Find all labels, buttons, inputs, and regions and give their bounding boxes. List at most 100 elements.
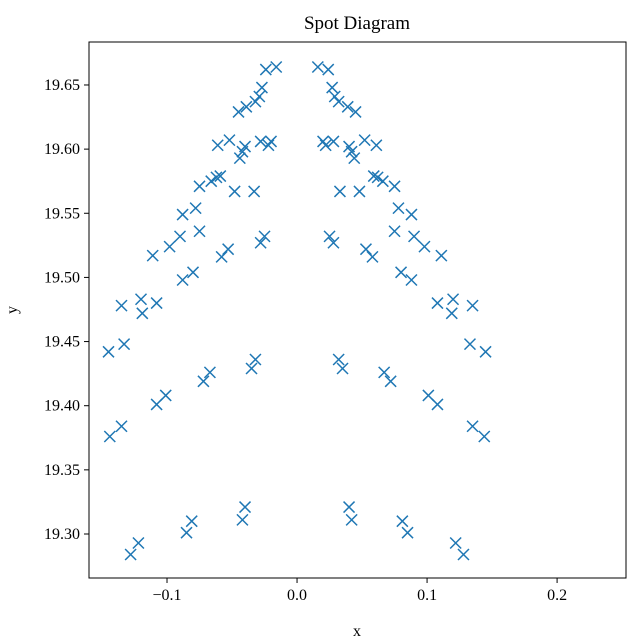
marker	[136, 307, 149, 320]
marker	[205, 175, 218, 188]
marker	[327, 236, 340, 249]
marker	[238, 501, 252, 514]
y-tick-label: 19.60	[44, 141, 80, 158]
marker	[463, 338, 477, 351]
marker	[418, 240, 431, 253]
marker	[222, 243, 235, 256]
marker	[134, 293, 148, 306]
marker	[249, 353, 262, 366]
marker	[359, 243, 372, 256]
marker	[353, 185, 366, 198]
marker	[186, 266, 200, 279]
marker	[115, 299, 128, 312]
marker	[254, 135, 267, 148]
marker	[180, 526, 193, 539]
marker	[210, 171, 223, 184]
marker	[265, 135, 278, 148]
marker	[435, 249, 448, 262]
marker	[431, 297, 444, 310]
marker	[478, 430, 491, 443]
chart-title: Spot Diagram	[304, 13, 410, 34]
marker	[457, 548, 470, 561]
marker	[332, 353, 345, 366]
y-tick-label: 19.50	[44, 269, 80, 286]
marker	[327, 135, 340, 148]
marker	[146, 249, 159, 262]
marker	[333, 185, 346, 198]
marker	[449, 536, 462, 550]
marker	[445, 307, 458, 320]
marker	[392, 202, 405, 215]
marker	[255, 81, 268, 94]
marker	[259, 63, 272, 76]
marker	[388, 180, 401, 193]
marker	[245, 362, 258, 375]
marker	[317, 135, 330, 148]
y-tick-label: 19.55	[44, 205, 80, 222]
marker	[150, 297, 163, 310]
marker	[408, 230, 421, 243]
marker	[341, 100, 354, 113]
x-tick-label: 0.1	[417, 587, 437, 604]
marker	[258, 230, 271, 243]
x-tick-label: 0.0	[287, 587, 307, 604]
marker	[102, 345, 115, 358]
marker	[103, 430, 116, 443]
marker	[466, 420, 479, 433]
marker	[254, 236, 267, 249]
marker	[232, 105, 245, 118]
marker	[401, 526, 414, 539]
marker	[479, 345, 492, 358]
marker	[233, 152, 246, 165]
x-tick-label: −0.1	[152, 587, 181, 604]
marker	[388, 225, 401, 238]
plot-frame	[88, 41, 627, 579]
marker	[159, 389, 172, 402]
marker	[223, 134, 236, 147]
marker	[370, 139, 383, 152]
marker	[326, 81, 339, 94]
marker	[214, 170, 227, 183]
y-tick-label: 19.35	[44, 462, 80, 479]
marker	[336, 362, 349, 375]
marker	[366, 250, 379, 263]
marker	[405, 273, 418, 287]
marker	[240, 100, 253, 113]
marker	[466, 299, 479, 312]
marker	[203, 366, 216, 379]
marker	[332, 95, 345, 108]
marker	[236, 513, 249, 526]
marker	[228, 185, 241, 198]
marker	[343, 501, 356, 514]
marker	[249, 95, 262, 108]
marker	[323, 230, 336, 243]
marker	[211, 139, 224, 152]
marker	[343, 140, 356, 153]
marker	[395, 266, 408, 279]
marker	[322, 63, 335, 76]
marker	[378, 366, 391, 379]
marker	[197, 375, 210, 388]
x-axis-label: x	[353, 623, 361, 640]
marker	[193, 225, 206, 238]
marker	[422, 389, 435, 402]
x-tick-label: 0.2	[547, 587, 567, 604]
marker	[118, 338, 131, 351]
marker	[132, 536, 145, 550]
marker	[447, 293, 460, 306]
y-axis-label: y	[4, 306, 21, 314]
marker	[270, 60, 283, 74]
marker	[376, 175, 389, 188]
marker	[163, 240, 176, 253]
marker	[367, 170, 380, 183]
y-tick-label: 19.30	[44, 526, 80, 543]
marker	[238, 140, 252, 153]
marker	[396, 515, 409, 528]
marker	[124, 548, 137, 561]
marker	[384, 375, 397, 388]
marker	[176, 273, 189, 287]
marker	[176, 208, 189, 221]
marker	[371, 171, 384, 184]
marker	[215, 250, 228, 263]
